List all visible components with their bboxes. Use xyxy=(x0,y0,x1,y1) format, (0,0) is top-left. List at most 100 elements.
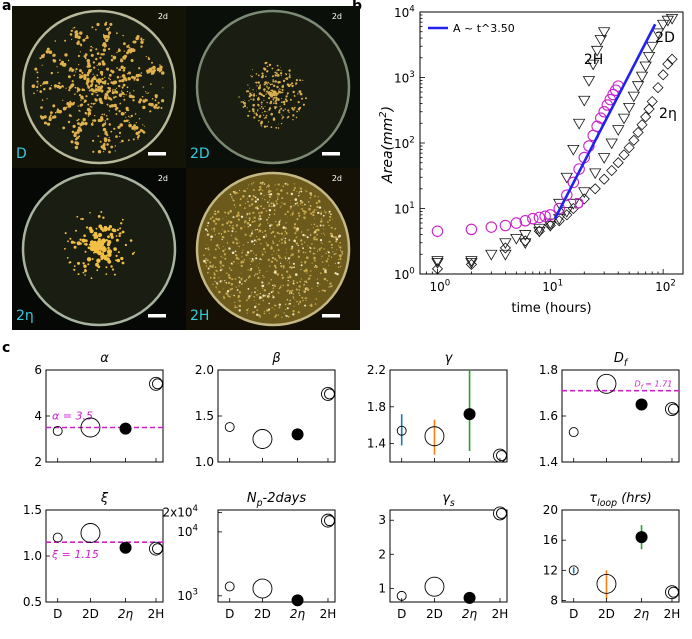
data-point xyxy=(578,187,591,199)
data-point xyxy=(656,19,670,31)
data-point-ring xyxy=(668,403,679,415)
subplot-title: β xyxy=(271,351,280,366)
data-point xyxy=(627,91,641,103)
subplot-frame xyxy=(217,509,336,603)
data-point xyxy=(618,149,630,161)
subplot-title: τloop (hrs) xyxy=(589,491,651,509)
colony-pattern xyxy=(64,211,136,280)
series-1 xyxy=(431,13,679,267)
data-point xyxy=(596,373,617,394)
subplot-8: τloop (hrs) 8 12 16 20 D 2D 2η 2H xyxy=(543,491,681,621)
data-point xyxy=(646,95,658,108)
data-point xyxy=(590,45,604,57)
data-point xyxy=(52,532,63,543)
parameter-subplots: α 2 4 6 α = 3.5 β 1.0 1.5 2.0 γ 1.4 1.8 2.2 Df 1.4 1.6 1… xyxy=(23,351,681,621)
subplot-title: γs xyxy=(442,491,455,509)
scale-bar xyxy=(322,152,340,156)
data-point xyxy=(635,531,648,544)
data-point xyxy=(424,576,445,597)
fit-line xyxy=(553,23,657,220)
petri-dish-photos: 2d D 2d 2D 2d 2η 2d 2H xyxy=(12,6,360,330)
photo-3: 2d 2η xyxy=(12,168,186,330)
photo-4: 2d 2H xyxy=(186,168,360,330)
y-tick-label: 1 xyxy=(378,581,386,595)
y-tick-label: 104 xyxy=(394,5,415,20)
y-tick-label: 1.5 xyxy=(195,409,214,423)
y-tick-label: 1.4 xyxy=(367,437,386,451)
data-point-ring xyxy=(324,515,335,527)
data-point xyxy=(424,426,445,447)
x-tick-label: D xyxy=(569,607,578,621)
data-point xyxy=(539,210,551,223)
x-tick-label: D xyxy=(225,607,234,621)
subplot-5: ξ 0.5 1.0 1.5 ξ = 1.15 D 2D 2η 2H xyxy=(23,491,164,621)
y-tick-label: 103 xyxy=(394,70,415,85)
data-point xyxy=(499,238,512,250)
y-tick-label: 100 xyxy=(394,267,415,282)
x-tick-label: 2η xyxy=(290,607,306,621)
data-point xyxy=(598,173,610,185)
data-point xyxy=(291,428,304,441)
data-point xyxy=(612,157,624,169)
data-point xyxy=(510,217,523,229)
data-point xyxy=(568,565,579,576)
data-point xyxy=(119,541,132,554)
data-point xyxy=(465,258,478,269)
petri-dish xyxy=(195,171,351,327)
data-point xyxy=(597,153,611,164)
subplot-6: Np-2days 103 104 2x104 D 2D 2η 2H xyxy=(162,491,336,621)
x-tick-label: 2η xyxy=(634,607,650,621)
x-tick-label: 2D xyxy=(598,607,615,621)
y-tick-label: 16 xyxy=(543,533,558,547)
data-point xyxy=(589,183,601,195)
scale-bar xyxy=(148,314,166,318)
data-point xyxy=(519,230,532,241)
reference-label: ξ = 1.15 xyxy=(51,548,99,561)
area-vs-time-plot: 100 101 102 100 101 102 103 104 time (hours) Area… xyxy=(378,5,684,316)
plot-area xyxy=(431,13,679,274)
y-tick-label: 2.0 xyxy=(195,363,214,377)
colony-pattern xyxy=(203,181,344,318)
data-point xyxy=(646,41,659,53)
subplot-title: ξ xyxy=(100,491,109,506)
photo-label: 2D xyxy=(190,146,210,162)
x-tick-label: 2D xyxy=(254,607,271,621)
x-tick-label: 2H xyxy=(664,607,681,621)
subplot-title: Np-2days xyxy=(247,491,307,509)
data-point xyxy=(606,164,618,177)
scale-bar xyxy=(322,314,340,318)
data-point-ring xyxy=(152,543,163,555)
y-tick-label: 104 xyxy=(177,523,198,538)
data-point xyxy=(224,422,235,432)
data-point xyxy=(510,233,523,245)
data-point xyxy=(499,219,512,232)
x-axis-label: time (hours) xyxy=(511,301,591,316)
subplot-3: γ 1.4 1.8 2.2 xyxy=(367,351,508,463)
data-point xyxy=(560,207,573,218)
y-tick-label: 1.4 xyxy=(539,455,558,469)
x-tick-label: 2H xyxy=(492,607,509,621)
data-point xyxy=(396,425,407,436)
data-point xyxy=(567,144,580,156)
y-tick-label: 2 xyxy=(378,547,386,561)
y-tick-label: 8 xyxy=(550,593,558,607)
data-point xyxy=(643,103,655,115)
data-point xyxy=(662,58,674,70)
data-point xyxy=(485,221,498,233)
data-point xyxy=(578,95,591,107)
data-point xyxy=(639,61,652,73)
data-point xyxy=(560,172,573,184)
data-point xyxy=(533,226,546,238)
subplot-7: γs 1 2 3 D 2D 2η 2H xyxy=(378,491,508,621)
data-point xyxy=(631,81,645,92)
data-point xyxy=(533,211,546,224)
y-tick-label: 101 xyxy=(394,201,415,216)
data-point xyxy=(544,218,557,230)
data-point xyxy=(519,238,532,250)
data-point-ring xyxy=(668,586,679,598)
series-annotation: 2D xyxy=(655,30,675,46)
reference-label: Df = 1.71 xyxy=(635,380,673,391)
y-tick-label: 1.6 xyxy=(539,409,558,423)
data-point xyxy=(567,198,580,210)
data-point xyxy=(519,215,532,227)
